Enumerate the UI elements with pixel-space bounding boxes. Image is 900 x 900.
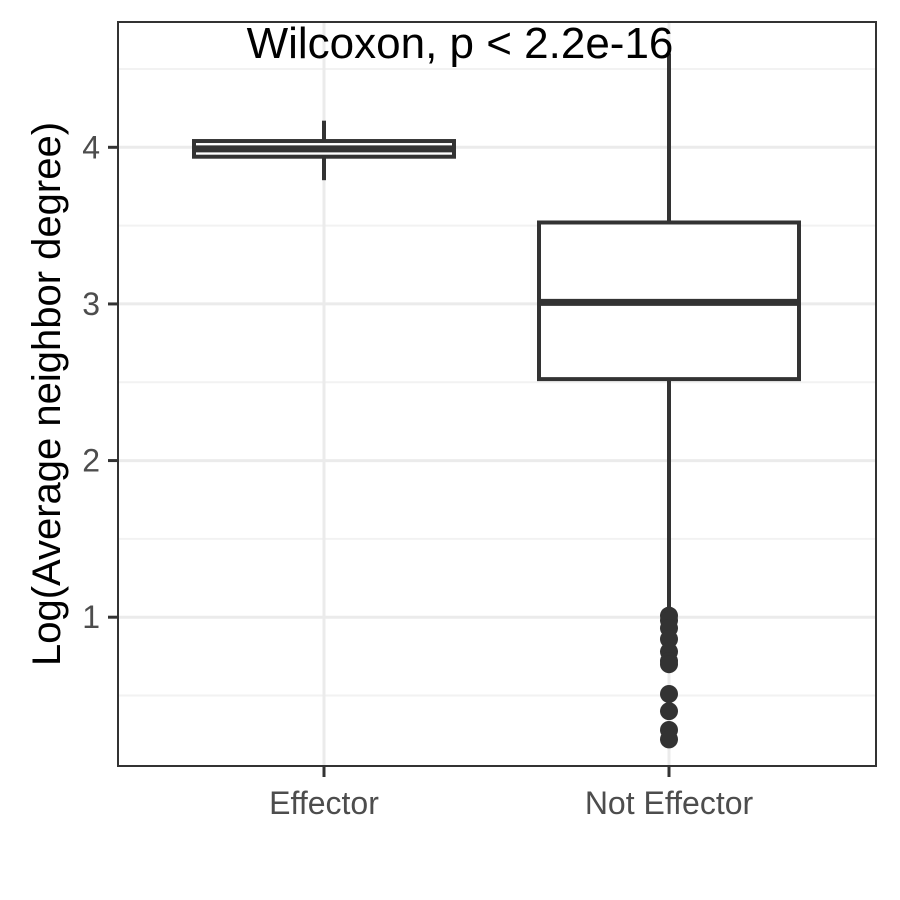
box-layer	[192, 53, 801, 749]
y-tick-label: 3	[82, 286, 100, 322]
y-tick-label: 4	[82, 129, 100, 165]
y-tick-label: 1	[82, 599, 100, 635]
box-not-effector	[537, 53, 801, 749]
x-tick-label: Effector	[269, 785, 379, 821]
axis-layer: 1 2 3 4 Effector Not Effector	[82, 129, 753, 821]
y-tick-label: 2	[82, 443, 100, 479]
outlier-point	[660, 730, 678, 749]
outlier-point	[660, 630, 678, 649]
y-axis-title: Log(Average neighbor degree)	[25, 122, 69, 666]
wilcoxon-annotation: Wilcoxon, p < 2.2e-16	[247, 19, 674, 68]
outlier-point	[660, 702, 678, 721]
outlier-point	[660, 655, 678, 674]
box-effector	[192, 120, 456, 181]
panel-border	[117, 21, 877, 767]
outlier-point	[660, 684, 678, 703]
x-tick-label: Not Effector	[585, 785, 754, 821]
